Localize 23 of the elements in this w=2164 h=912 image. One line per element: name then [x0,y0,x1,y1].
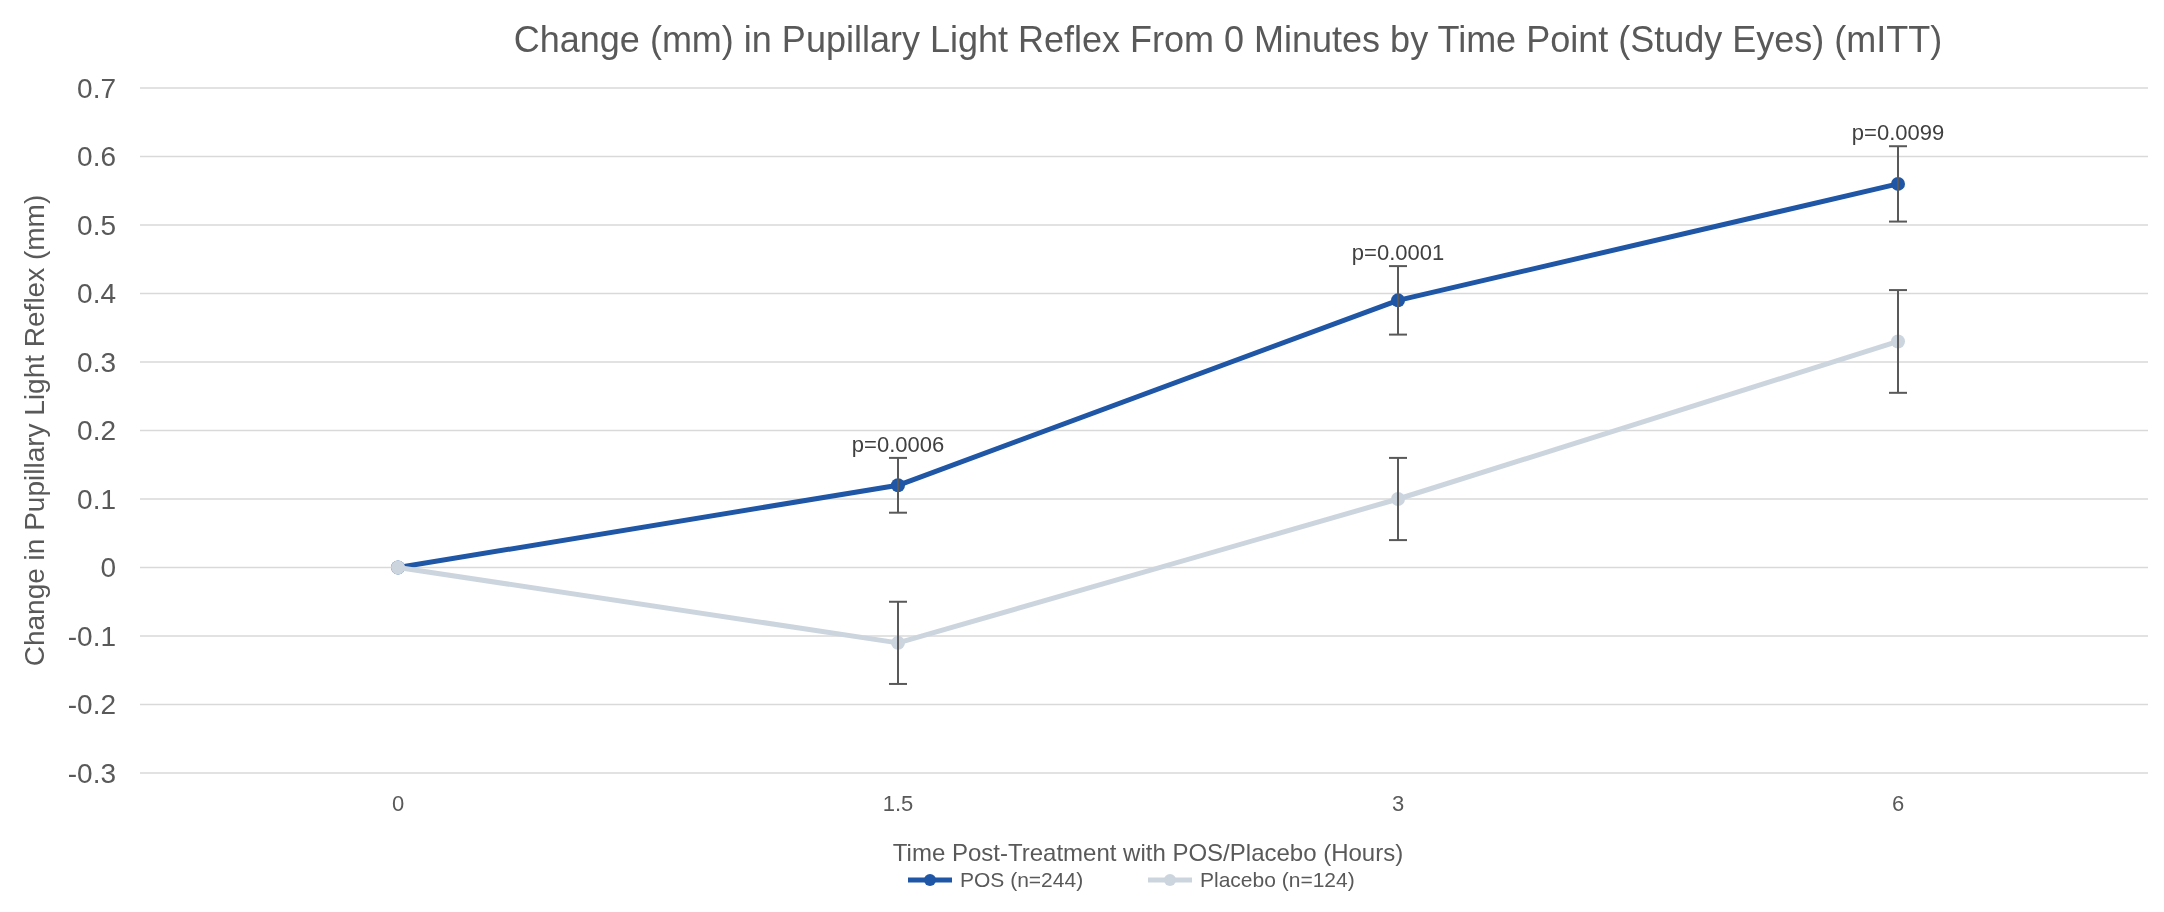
x-tick-label: 3 [1391,791,1405,816]
y-tick-label: 0.7 [77,72,116,104]
x-tick-label: 6 [1891,791,1905,816]
x-tick-label: 0 [391,791,405,816]
y-tick-label: -0.3 [67,757,116,789]
y-tick-label: -0.1 [67,620,116,652]
y-tick-label: 0.6 [77,141,116,173]
x-tick-label: 1.5 [882,791,914,816]
y-tick-label: 0.3 [77,346,116,378]
y-axis-title: Change in Pupillary Light Reflex (mm) [19,194,50,667]
x-axis-title: Time Post-Treatment with POS/Placebo (Hours) [892,839,1404,866]
legend-label: Placebo (n=124) [1200,868,1355,892]
y-tick-label: 0.5 [77,209,116,241]
chart-title: Change (mm) in Pupillary Light Reflex From 0 Minutes by Time Point (Study Eyes) (mITT) [513,19,1943,60]
annotation: p=0.0001 [1351,240,1445,266]
y-tick-label: 0.2 [77,415,116,447]
annotation: p=0.0099 [1851,120,1945,146]
y-tick-label: -0.2 [67,689,116,721]
legend-label: POS (n=244) [960,868,1084,892]
y-tick-label: 0 [100,552,116,584]
y-tick-label: 0.1 [77,483,116,515]
annotation: p=0.0006 [851,431,945,457]
y-tick-label: 0.4 [77,278,116,310]
